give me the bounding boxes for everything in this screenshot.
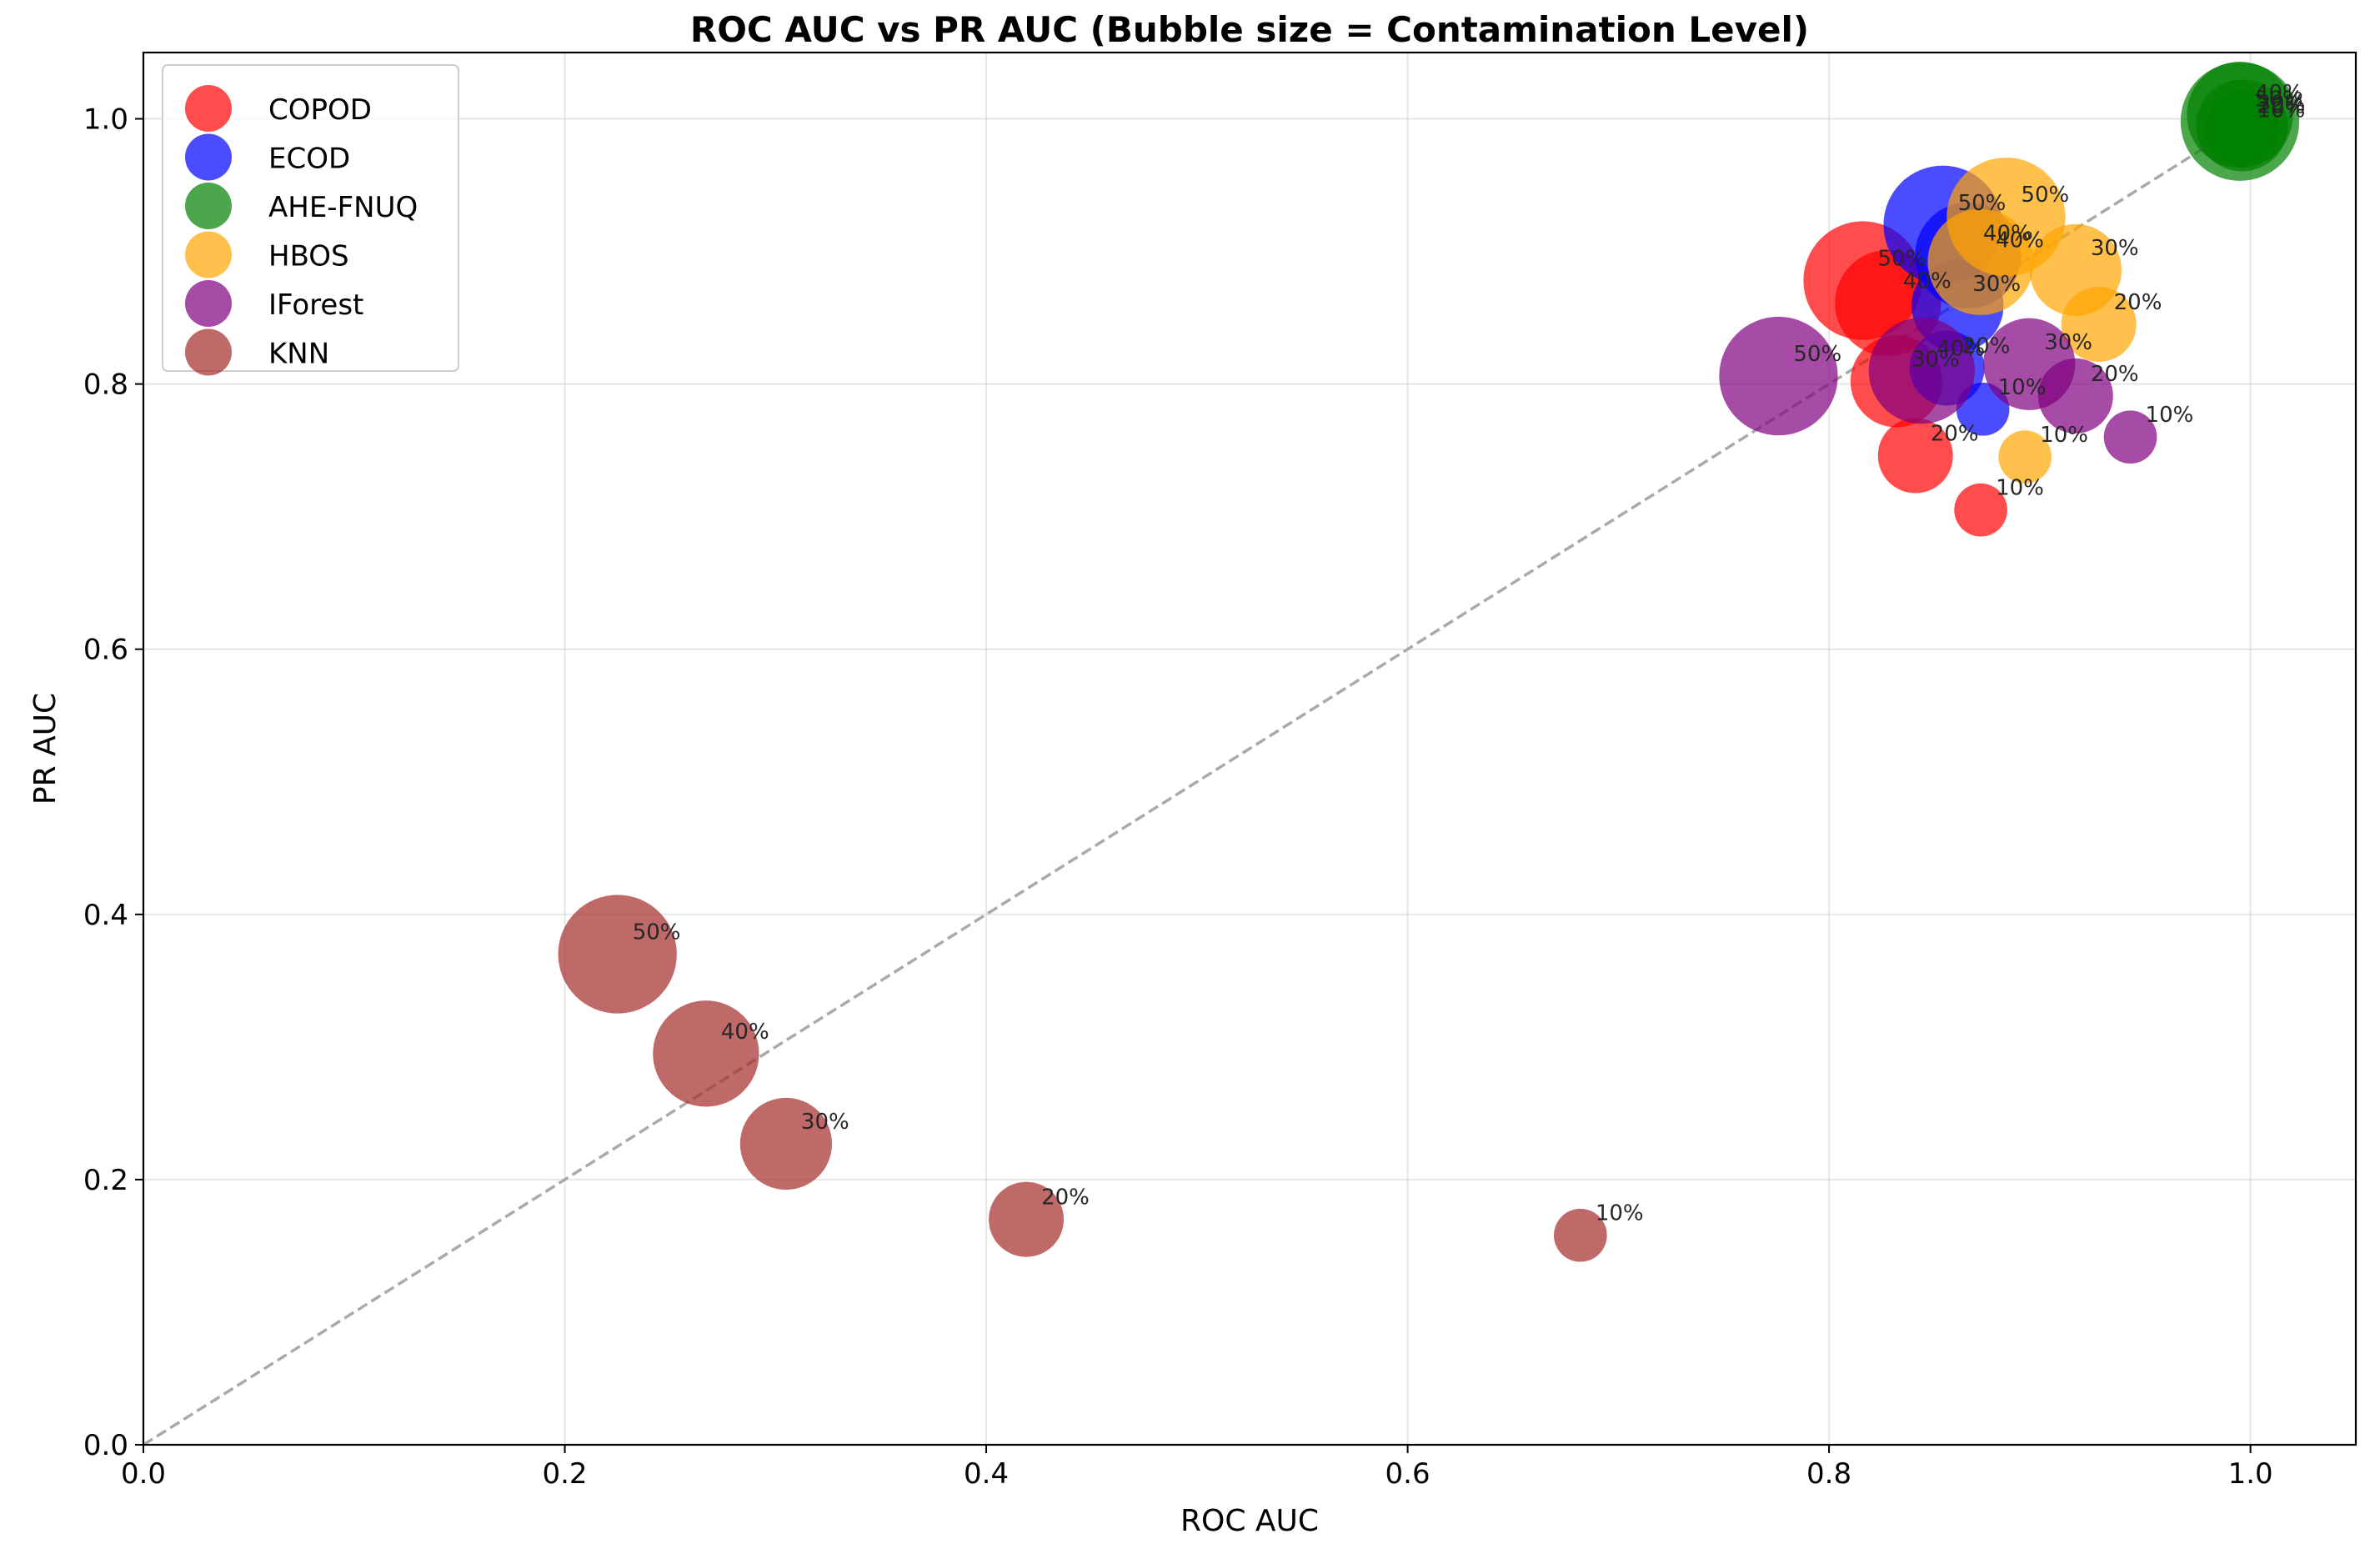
bubble (2180, 62, 2300, 181)
bubble (1719, 316, 1838, 436)
bubble-label: 30% (2257, 91, 2306, 116)
x-tick-label: 0.8 (1806, 1457, 1851, 1491)
bubble-label: 20% (1962, 334, 2011, 359)
bubble-label: 40% (1903, 269, 1952, 294)
bubble-label: 50% (633, 920, 681, 945)
series-ahe-fnuq (2180, 62, 2300, 181)
y-tick-label: 0.4 (83, 899, 128, 932)
bubble (1868, 318, 1975, 424)
series-knn (558, 895, 1607, 1262)
chart-title: ROC AUC vs PR AUC (Bubble size = Contami… (690, 9, 1809, 50)
bubble-label: 20% (2257, 94, 2306, 119)
bubble-label: 30% (801, 1110, 849, 1135)
bubble-label: 20% (2114, 290, 2162, 315)
legend-marker (185, 280, 232, 327)
reference-line (143, 118, 2252, 1446)
bubble (558, 895, 677, 1014)
bubble-label: 30% (1972, 272, 2021, 297)
x-axis-label: ROC AUC (1180, 1504, 1319, 1538)
x-tick-label: 0.6 (1385, 1457, 1431, 1491)
y-tick-label: 1.0 (83, 103, 128, 137)
legend-box (162, 64, 459, 372)
bubble (2103, 410, 2157, 464)
x-tick-label: 0.2 (542, 1457, 587, 1491)
x-tick-label: 1.0 (2228, 1457, 2273, 1491)
bubble-label: 40% (1996, 228, 2044, 253)
legend-marker (185, 133, 232, 181)
bubble-label: 30% (1912, 347, 1960, 372)
bubble-label: 10% (1998, 375, 2047, 400)
bubble-label: 50% (1958, 191, 2007, 216)
bubble (989, 1181, 1065, 1257)
bubble-label: 10% (2257, 98, 2306, 123)
bubble-label: 40% (1983, 221, 2032, 246)
legend-label: HBOS (268, 240, 349, 273)
axis-ticks: 0.0 0.2 0.4 0.6 0.8 1.0 0.0 0.2 0.4 0.6 0.8 1.0 (83, 103, 2273, 1491)
bubble-labels: 10%20%30%40%50%10%20%30%40%50%10%20%30%4… (633, 81, 2306, 1226)
bubble (1983, 318, 2076, 410)
y-tick-label: 0.6 (83, 634, 128, 667)
legend-label: IForest (268, 288, 363, 322)
bubble (1554, 1208, 1607, 1262)
diagonal-line (143, 118, 2252, 1446)
bubble-label: 50% (1878, 247, 1927, 272)
bubble-label: 30% (2091, 236, 2139, 261)
y-tick-label: 0.2 (83, 1164, 128, 1197)
bubble-label: 50% (2021, 183, 2069, 208)
legend-marker (185, 231, 232, 278)
bubble-label: 20% (1931, 422, 1979, 447)
bubble (653, 1000, 759, 1107)
bubble-label: 40% (721, 1020, 769, 1045)
legend: COPOD ECOD AHE-FNUQ HBOS IForest KNN (162, 64, 459, 376)
plot-frame (142, 51, 2357, 1446)
legend-label: ECOD (268, 143, 350, 176)
bubbles (558, 62, 2300, 1262)
y-tick-label: 0.8 (83, 368, 128, 402)
x-tick-label: 0.0 (121, 1457, 166, 1491)
bubble (1877, 418, 1953, 494)
legend-marker (185, 183, 232, 229)
bubble-label: 30% (2044, 330, 2092, 355)
bubble-label: 10% (2040, 423, 2088, 448)
bubble (1954, 483, 2007, 537)
y-axis-label: PR AUC (28, 693, 63, 805)
x-tick-label: 0.4 (964, 1457, 1009, 1491)
legend-label: COPOD (268, 93, 372, 127)
legend-marker (185, 85, 232, 132)
series-iforest (1719, 316, 2157, 464)
bubble (1947, 158, 2066, 277)
bubble (739, 1097, 833, 1191)
legend-label: AHE-FNUQ (268, 191, 418, 224)
legend-label: KNN (268, 338, 329, 371)
bubble-label: 10% (1596, 1201, 1644, 1226)
bubble-label: 40% (1937, 337, 1985, 362)
bubble-label: 40% (2255, 81, 2303, 106)
bubble-label: 50% (2255, 88, 2303, 113)
series-hbos (1927, 158, 2137, 484)
bubble (1998, 430, 2052, 484)
y-tick-label: 0.0 (83, 1429, 128, 1462)
bubble-label: 10% (1996, 476, 2044, 501)
bubble-label: 50% (1793, 342, 1841, 367)
bubble-label: 20% (1041, 1186, 1090, 1211)
legend-marker (185, 328, 232, 376)
bubble-label: 10% (2146, 403, 2194, 428)
bubble-label: 20% (2091, 362, 2139, 387)
